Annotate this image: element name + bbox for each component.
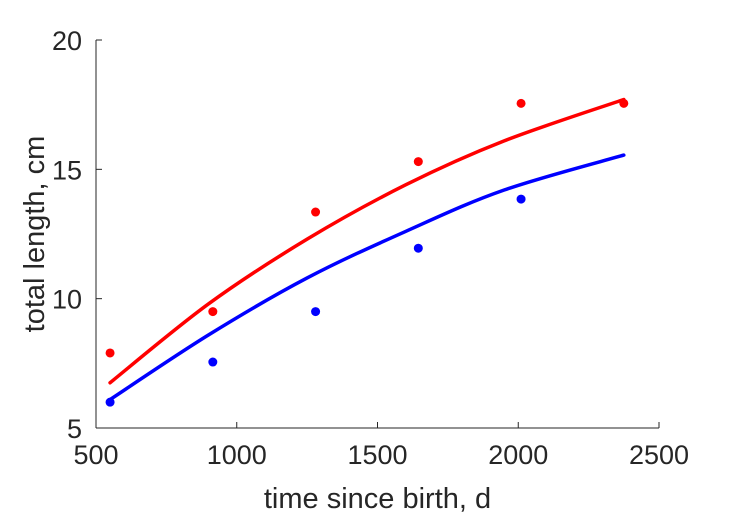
data-points: [105, 98, 629, 407]
y-tick-label: 20: [52, 26, 82, 56]
y-tick-label: 10: [52, 285, 82, 315]
x-axis-label: time since birth, d: [264, 483, 491, 515]
data-point-series-0: [105, 348, 115, 358]
data-point-series-1: [516, 194, 526, 204]
data-point-series-1: [311, 307, 321, 317]
y-axis-label: total length, cm: [19, 136, 51, 333]
data-point-series-0: [208, 307, 218, 317]
y-tick-label: 5: [67, 414, 82, 444]
data-point-series-0: [516, 98, 526, 108]
fit-line-series-0: [108, 97, 626, 385]
x-tick-label: 2000: [488, 440, 548, 470]
data-point-series-1: [105, 397, 115, 407]
y-tick-label: 15: [52, 155, 82, 185]
fit-line-series-1: [108, 153, 626, 402]
tick-labels: 500 1000 1500 2000 2500 5 10 15 20: [52, 26, 689, 470]
data-point-series-0: [413, 157, 423, 167]
x-tick-label: 1000: [207, 440, 267, 470]
x-tick-label: 500: [73, 440, 118, 470]
data-point-series-1: [413, 243, 423, 253]
data-point-series-0: [619, 98, 629, 108]
x-tick-label: 2500: [629, 440, 689, 470]
fit-lines: [108, 97, 626, 402]
data-point-series-0: [311, 207, 321, 217]
data-point-series-1: [208, 357, 218, 367]
x-tick-label: 1500: [347, 440, 407, 470]
axes: [95, 39, 660, 429]
